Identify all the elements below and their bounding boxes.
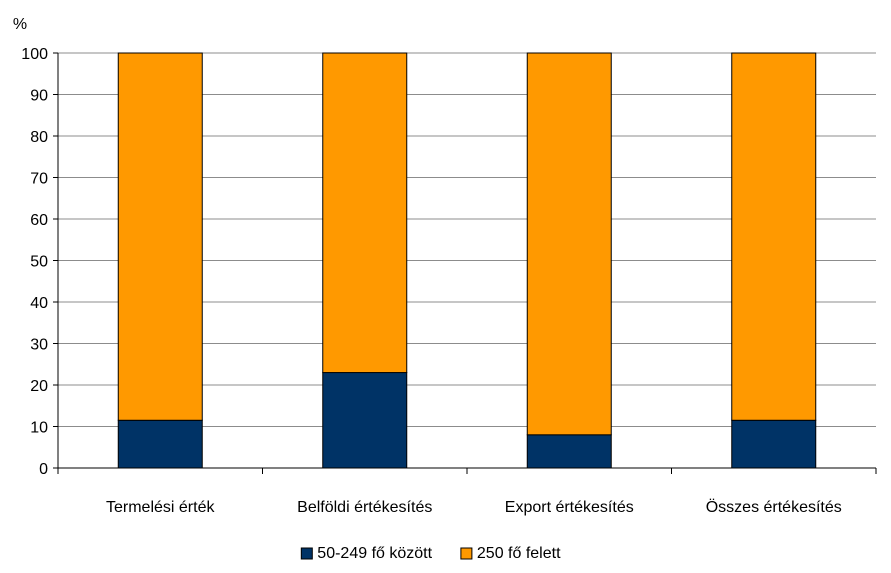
x-category-label: Összes értékesítés <box>706 498 842 516</box>
y-tick-label: 10 <box>30 420 48 437</box>
bar-segment <box>731 419 817 469</box>
y-tick-label: 70 <box>30 171 48 188</box>
y-tick-label: 50 <box>30 254 48 271</box>
y-tick-label: 60 <box>30 212 48 229</box>
bar-segment <box>117 52 203 421</box>
bar-segment <box>322 372 408 469</box>
x-category-label: Belföldi értékesítés <box>297 499 432 516</box>
legend-label: 250 fő felett <box>477 545 561 562</box>
legend: 50-249 fő között 250 fő felett <box>300 545 561 562</box>
axes <box>53 52 877 474</box>
y-tick-label: 100 <box>21 46 48 63</box>
y-axis-unit-label: % <box>13 16 27 33</box>
y-tick-label: 30 <box>30 337 48 354</box>
y-tick-label: 20 <box>30 378 48 395</box>
bar-segment <box>526 434 612 469</box>
y-tick-label: 0 <box>39 461 48 478</box>
y-tick-label: 90 <box>30 88 48 105</box>
x-category-label: Export értékesítés <box>505 499 634 516</box>
bar-segment <box>117 419 203 469</box>
bar-segment <box>526 52 612 436</box>
y-tick-labels: 0 10 20 30 40 50 60 70 80 90 100 <box>21 46 48 478</box>
bar-segment <box>322 52 408 374</box>
y-tick-label: 80 <box>30 129 48 146</box>
legend-swatch <box>460 547 473 560</box>
legend-swatch <box>300 547 313 560</box>
bar-segment <box>731 52 817 421</box>
y-tick-label: 40 <box>30 295 48 312</box>
legend-label: 50-249 fő között <box>317 545 432 562</box>
x-category-label: Termelési érték <box>106 499 215 516</box>
x-category-labels: Termelési érték Belföldi értékesítés Expor… <box>106 498 842 516</box>
